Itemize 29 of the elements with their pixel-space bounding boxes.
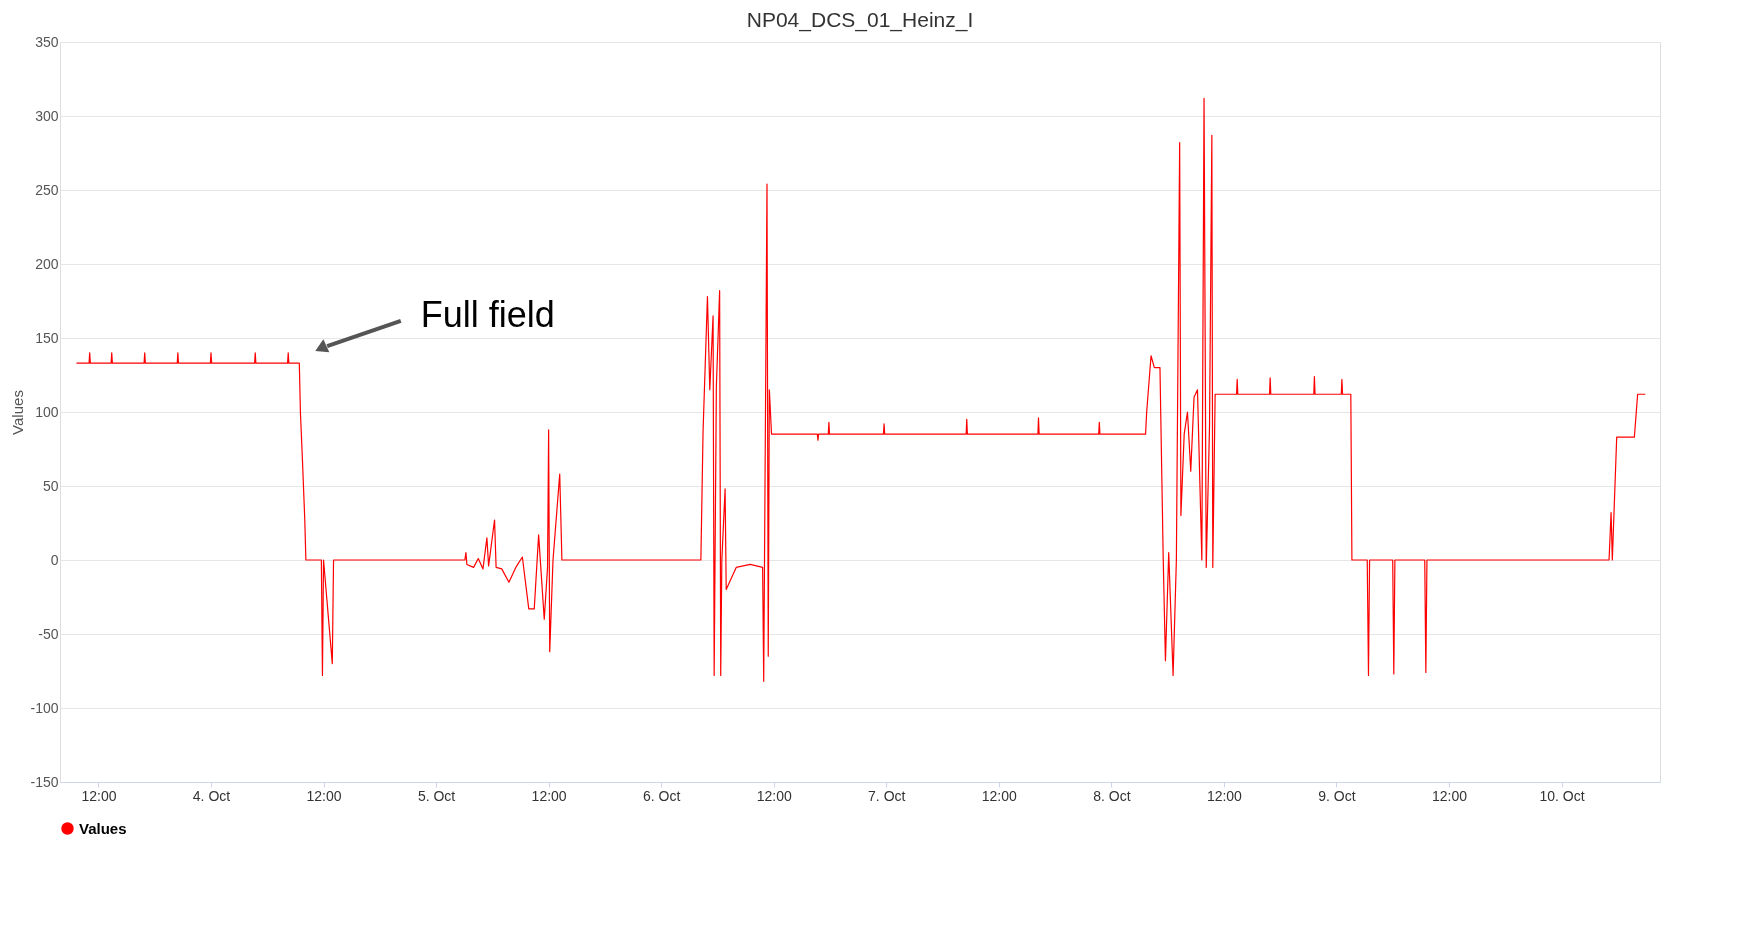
chart-title: NP04_DCS_01_Heinz_I (746, 8, 974, 32)
y-axis-title: Values (9, 390, 27, 435)
legend-label: Values (79, 819, 127, 837)
x-tick-label: 5. Oct (417, 787, 456, 804)
x-tick-label: 10. Oct (1539, 787, 1585, 804)
y-tick-label: 250 (35, 181, 59, 198)
x-tick-label: 7. Oct (868, 787, 906, 804)
x-tick-label: 4. Oct (192, 787, 231, 804)
y-tick-label: 200 (35, 255, 59, 272)
x-tick-label: 12:00 (1206, 787, 1243, 804)
y-tick-label: 300 (35, 107, 59, 124)
y-tick-label: -100 (30, 699, 59, 716)
x-tick-label: 9. Oct (1318, 787, 1356, 804)
y-tick-label: 0 (50, 551, 59, 568)
y-tick-label: -50 (38, 625, 59, 642)
x-tick-label: 12:00 (81, 787, 117, 804)
x-tick-label: 8. Oct (1093, 787, 1131, 804)
y-tick-label: 100 (35, 403, 59, 420)
x-tick-label: 12:00 (756, 787, 792, 804)
y-tick-label: 50 (42, 477, 59, 494)
x-tick-label: 12:00 (981, 787, 1018, 804)
x-tick-label: 6. Oct (642, 787, 681, 804)
x-tick-label: 12:00 (531, 787, 567, 804)
x-tick-label: 12:00 (1431, 787, 1468, 804)
y-tick-label: -150 (30, 773, 59, 790)
y-tick-label: 150 (35, 329, 59, 346)
annotation: Full field (420, 293, 555, 335)
x-tick-label: 12:00 (306, 787, 342, 804)
y-tick-label: 350 (35, 33, 59, 50)
